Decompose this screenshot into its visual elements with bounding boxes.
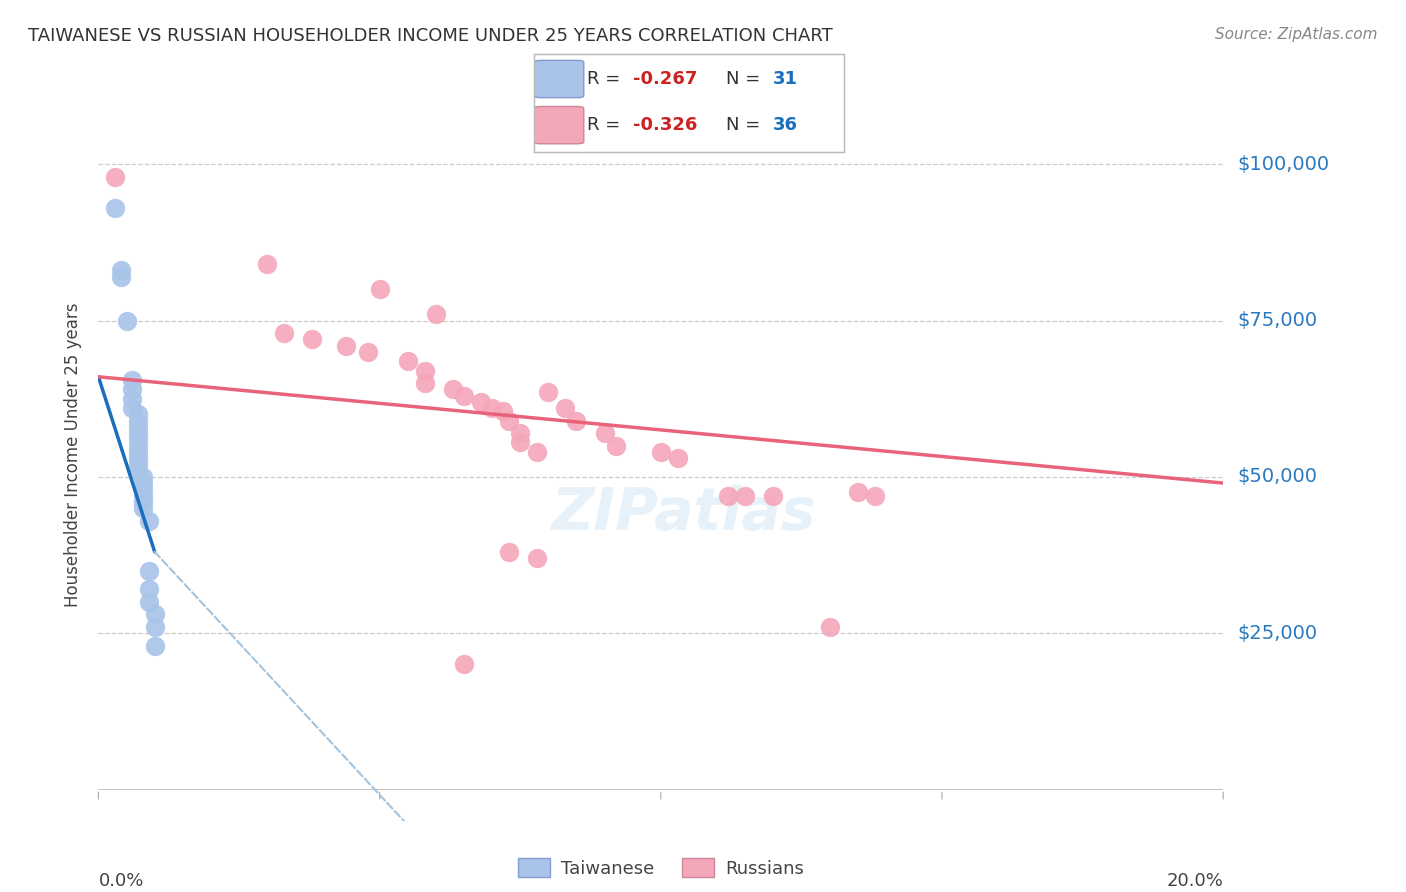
Text: N =: N = <box>725 70 766 88</box>
Point <box>453 657 475 672</box>
Point <box>127 451 149 466</box>
Point <box>396 354 419 368</box>
Point <box>554 401 576 415</box>
Point <box>335 338 357 352</box>
Point <box>127 425 149 440</box>
Point <box>110 263 132 277</box>
Point <box>526 551 548 566</box>
Point <box>509 435 531 450</box>
Point <box>498 545 520 559</box>
Point <box>425 307 447 321</box>
Point <box>498 413 520 427</box>
Point <box>413 363 436 377</box>
Point <box>138 564 160 578</box>
Point <box>138 595 160 609</box>
Point <box>509 425 531 440</box>
Text: Source: ZipAtlas.com: Source: ZipAtlas.com <box>1215 27 1378 42</box>
Point <box>368 282 391 296</box>
Text: TAIWANESE VS RUSSIAN HOUSEHOLDER INCOME UNDER 25 YEARS CORRELATION CHART: TAIWANESE VS RUSSIAN HOUSEHOLDER INCOME … <box>28 27 832 45</box>
Point <box>132 483 155 497</box>
Point <box>537 385 560 400</box>
Point <box>127 444 149 458</box>
Point <box>256 257 278 271</box>
Legend: Taiwanese, Russians: Taiwanese, Russians <box>510 851 811 885</box>
Point <box>132 476 155 491</box>
Point <box>127 419 149 434</box>
Text: $50,000: $50,000 <box>1237 467 1317 486</box>
Point <box>481 401 503 415</box>
Point <box>666 451 689 466</box>
Text: 0.0%: 0.0% <box>98 871 143 890</box>
Point <box>138 514 160 528</box>
Point <box>121 373 143 387</box>
Point <box>470 394 492 409</box>
Point <box>734 489 756 503</box>
Point <box>121 401 143 415</box>
Point <box>127 407 149 421</box>
Text: R =: R = <box>586 70 626 88</box>
Point <box>357 344 380 359</box>
Point <box>127 438 149 452</box>
Text: R =: R = <box>586 116 626 134</box>
Point <box>143 607 166 622</box>
Text: N =: N = <box>725 116 766 134</box>
Point <box>110 269 132 284</box>
Text: $75,000: $75,000 <box>1237 311 1317 330</box>
Y-axis label: Householder Income Under 25 years: Householder Income Under 25 years <box>63 302 82 607</box>
Point <box>492 404 515 418</box>
Point <box>127 458 149 472</box>
Point <box>863 489 886 503</box>
Point <box>593 425 616 440</box>
Point <box>121 382 143 396</box>
Point <box>104 169 127 184</box>
Point <box>273 326 295 340</box>
Point <box>413 376 436 390</box>
Point <box>132 495 155 509</box>
Point <box>143 620 166 634</box>
Text: -0.326: -0.326 <box>633 116 697 134</box>
FancyBboxPatch shape <box>534 61 583 98</box>
Point <box>526 444 548 458</box>
Point <box>115 313 138 327</box>
Text: -0.267: -0.267 <box>633 70 697 88</box>
Text: $25,000: $25,000 <box>1237 624 1317 642</box>
Point <box>453 388 475 402</box>
Point <box>121 392 143 406</box>
Point <box>565 413 588 427</box>
Point <box>132 501 155 516</box>
Point <box>132 470 155 484</box>
Point <box>441 382 464 396</box>
Point <box>127 432 149 446</box>
Point <box>143 639 166 653</box>
Point <box>818 620 841 634</box>
Point <box>138 582 160 597</box>
Point <box>605 438 627 452</box>
Point <box>132 489 155 503</box>
Text: $100,000: $100,000 <box>1237 154 1329 174</box>
Point <box>127 413 149 427</box>
Text: ZIPatlas: ZIPatlas <box>551 485 815 542</box>
Point <box>717 489 740 503</box>
Point <box>104 201 127 215</box>
Point <box>762 489 785 503</box>
Point <box>301 332 323 346</box>
Point <box>127 464 149 478</box>
Text: 20.0%: 20.0% <box>1167 871 1223 890</box>
FancyBboxPatch shape <box>534 106 583 144</box>
Text: 36: 36 <box>772 116 797 134</box>
Point <box>650 444 672 458</box>
Point <box>846 485 869 500</box>
Text: 31: 31 <box>772 70 797 88</box>
